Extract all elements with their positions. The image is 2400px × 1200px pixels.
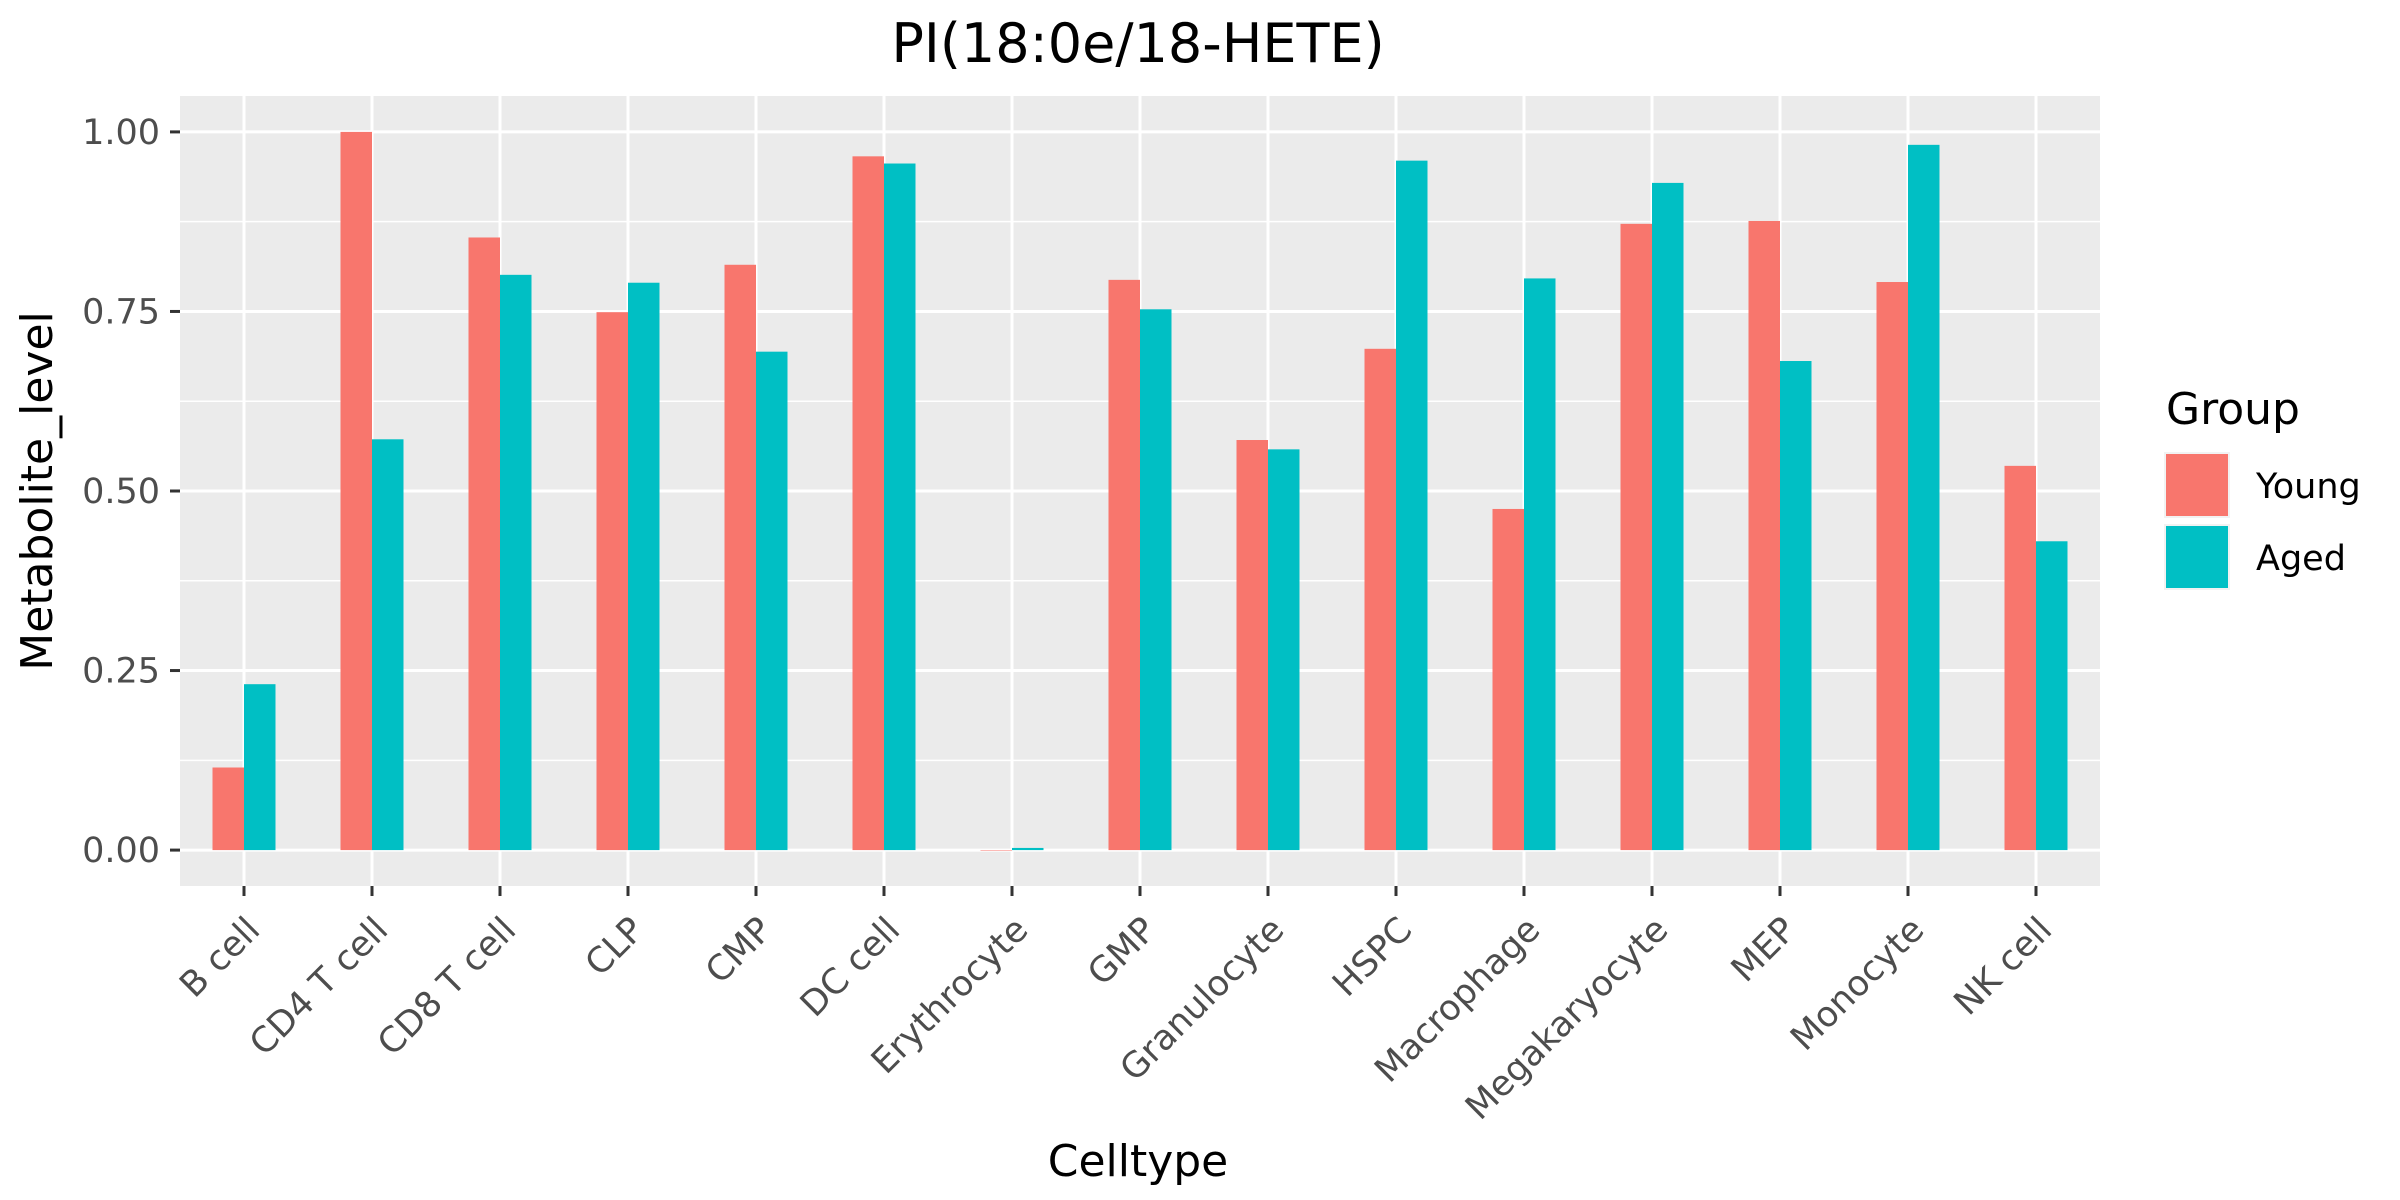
bar-aged-8 — [1268, 449, 1300, 851]
y-tick-label: 0.25 — [82, 652, 160, 692]
bar-young-1 — [340, 131, 372, 851]
bar-young-12 — [1748, 220, 1780, 851]
bar-young-9 — [1364, 348, 1396, 851]
bar-aged-5 — [884, 163, 916, 851]
x-tick-label: DC cell — [793, 910, 908, 1025]
bar-aged-0 — [244, 684, 276, 851]
bar-aged-11 — [1652, 182, 1684, 851]
bar-young-10 — [1492, 508, 1524, 851]
y-tick-label: 0.50 — [82, 472, 160, 512]
y-tick-label: 0.75 — [82, 292, 160, 332]
bar-aged-3 — [628, 282, 660, 851]
bar-aged-14 — [2036, 541, 2068, 851]
bar-young-2 — [468, 237, 500, 851]
legend: Group Young Aged — [2164, 384, 2361, 590]
bar-aged-2 — [500, 274, 532, 851]
bar-young-6 — [980, 850, 1012, 851]
x-tick-label: CMP — [698, 910, 780, 992]
bar-young-8 — [1236, 440, 1268, 851]
bar-young-3 — [596, 312, 628, 851]
x-tick-label: Monocyte — [1783, 910, 1932, 1059]
bar-aged-7 — [1140, 309, 1172, 851]
y-axis-title: Metabolite_level — [12, 311, 63, 671]
bar-aged-1 — [372, 439, 404, 851]
bar-young-14 — [2004, 465, 2036, 851]
bar-young-4 — [724, 264, 756, 851]
bar-aged-13 — [1908, 144, 1940, 851]
bar-aged-9 — [1396, 160, 1428, 851]
legend-label-young: Young — [2255, 467, 2361, 507]
bar-aged-6 — [1012, 847, 1044, 851]
bar-young-13 — [1876, 282, 1908, 851]
bar-aged-10 — [1524, 278, 1556, 851]
y-tick-label: 0.00 — [82, 831, 160, 871]
x-tick-label: MEP — [1724, 910, 1804, 990]
bar-young-0 — [212, 767, 244, 851]
legend-title: Group — [2166, 384, 2300, 435]
legend-key-aged — [2166, 526, 2228, 588]
y-tick-label: 1.00 — [82, 113, 160, 153]
x-axis-title: Celltype — [1048, 1136, 1229, 1187]
legend-label-aged: Aged — [2256, 539, 2346, 579]
chart-title: PI(18:0e/18-HETE) — [891, 12, 1384, 75]
bar-young-11 — [1620, 223, 1652, 851]
legend-key-young — [2166, 454, 2228, 516]
x-tick-label: B cell — [172, 910, 268, 1006]
x-tick-label: CD8 T cell — [370, 910, 524, 1064]
bar-young-5 — [852, 156, 884, 851]
x-tick-label: GMP — [1080, 910, 1164, 994]
x-tick-label: NK cell — [1947, 910, 2060, 1023]
x-tick-label: HSPC — [1325, 910, 1420, 1005]
x-tick-label: CD4 T cell — [242, 910, 396, 1064]
bars — [212, 131, 2068, 851]
bar-young-7 — [1108, 279, 1140, 851]
bar-aged-4 — [756, 351, 788, 851]
x-tick-label: CLP — [578, 910, 652, 984]
bar-aged-12 — [1780, 361, 1812, 851]
